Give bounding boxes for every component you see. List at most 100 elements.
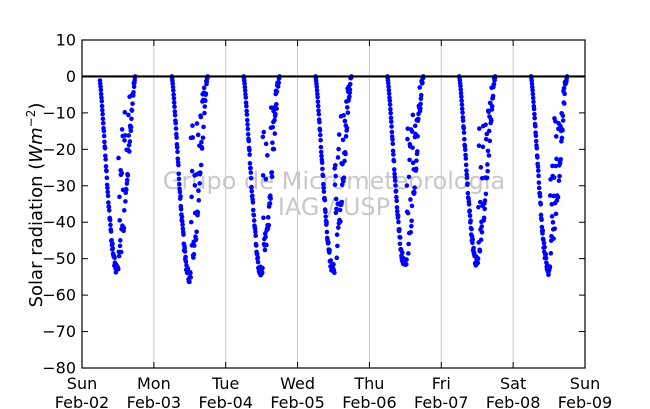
watermark-line-2: IAG / USP <box>278 193 390 221</box>
data-point <box>389 124 394 129</box>
data-point <box>272 117 277 123</box>
data-point <box>101 128 107 134</box>
data-point <box>538 212 544 218</box>
data-point <box>244 108 249 114</box>
data-point <box>560 113 566 119</box>
data-point <box>547 193 553 198</box>
data-point <box>243 100 249 105</box>
data-point <box>483 122 488 128</box>
data-point <box>460 118 466 123</box>
x-tick-day-label: Fri <box>432 374 451 393</box>
data-point <box>267 201 273 206</box>
data-point <box>270 124 276 130</box>
data-point <box>485 148 491 154</box>
x-tick-date-label: Feb-06 <box>342 393 396 409</box>
data-point <box>255 255 261 260</box>
data-point <box>550 163 555 169</box>
data-point <box>533 138 539 144</box>
plot-border <box>81 39 586 369</box>
data-point <box>125 173 131 178</box>
data-point <box>344 105 350 110</box>
data-point <box>127 149 132 154</box>
data-point <box>118 238 123 243</box>
data-point <box>394 198 399 204</box>
data-point <box>482 206 488 212</box>
data-point <box>550 220 556 225</box>
data-point <box>271 146 277 152</box>
data-point <box>173 120 179 126</box>
data-point <box>201 85 207 91</box>
data-point <box>242 81 247 86</box>
data-point <box>395 213 401 219</box>
data-point <box>101 133 107 139</box>
data-point <box>546 272 551 278</box>
data-point <box>462 143 468 149</box>
data-point <box>548 177 553 182</box>
data-point <box>177 181 182 187</box>
data-point <box>410 112 416 118</box>
data-point <box>102 139 107 145</box>
data-point <box>199 139 204 145</box>
data-point <box>328 258 334 263</box>
data-point <box>103 157 108 162</box>
data-point <box>557 173 562 179</box>
data-point <box>335 243 340 249</box>
data-point <box>248 170 254 175</box>
data-point <box>105 185 110 191</box>
data-point <box>318 144 324 150</box>
data-point <box>396 219 401 225</box>
data-point <box>409 218 414 224</box>
data-point <box>536 173 541 179</box>
data-point <box>475 256 481 261</box>
data-point <box>191 243 197 248</box>
data-point <box>320 173 326 179</box>
data-point <box>195 132 201 138</box>
data-point <box>274 101 279 107</box>
data-point <box>409 203 415 209</box>
data-point <box>183 254 188 260</box>
data-point <box>251 218 257 223</box>
data-point <box>334 232 340 237</box>
data-point <box>193 236 199 242</box>
data-point <box>116 155 121 161</box>
data-point <box>535 155 540 160</box>
data-point <box>178 193 183 199</box>
data-point <box>420 80 425 85</box>
data-point <box>321 189 327 194</box>
x-tick-date-label: Feb-03 <box>127 393 181 409</box>
data-point <box>536 180 542 185</box>
data-point <box>479 224 485 229</box>
y-axis-title-close: ) <box>26 103 47 110</box>
data-point <box>187 279 192 285</box>
data-point <box>414 158 419 163</box>
data-point <box>248 165 253 171</box>
data-point <box>485 168 490 174</box>
data-point <box>391 167 397 172</box>
data-point <box>476 143 482 148</box>
data-point <box>190 135 196 140</box>
data-point <box>261 129 267 135</box>
data-point <box>338 219 343 224</box>
data-point <box>341 175 347 181</box>
data-point <box>118 249 124 255</box>
y-tick-label: 0 <box>66 67 76 86</box>
data-point <box>459 106 465 112</box>
data-point <box>176 176 182 182</box>
data-point <box>124 187 129 193</box>
data-point <box>188 219 194 225</box>
data-point <box>418 106 423 111</box>
data-point <box>394 205 400 210</box>
data-point <box>459 94 464 100</box>
x-tick-date-label: Feb-08 <box>486 393 540 409</box>
data-point <box>173 126 179 131</box>
data-point <box>99 95 104 100</box>
data-point <box>172 112 178 118</box>
data-point <box>115 266 121 272</box>
data-point <box>417 85 423 90</box>
data-point <box>131 84 137 89</box>
data-point <box>242 84 248 90</box>
data-point <box>335 155 341 160</box>
data-point <box>535 164 541 169</box>
data-point <box>555 195 561 200</box>
x-tick-day-label: Thu <box>353 374 384 393</box>
